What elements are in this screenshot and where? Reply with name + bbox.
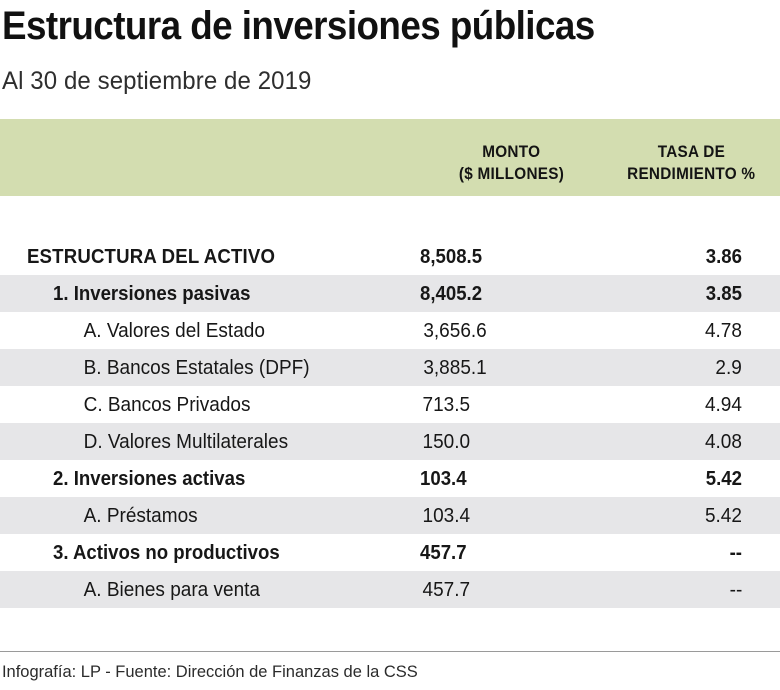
row-monto-cell: 457.7: [420, 534, 602, 571]
row-monto-cell: 713.5: [420, 386, 602, 423]
row-tasa-value: 4.94: [705, 393, 742, 416]
row-tasa-value: 5.42: [705, 504, 742, 527]
row-label: A. Préstamos: [83, 504, 198, 527]
footer: Infografía: LP - Fuente: Dirección de Fi…: [0, 651, 780, 690]
row-tasa-cell: --: [602, 571, 780, 608]
row-label: A. Bienes para venta: [83, 578, 261, 601]
row-tasa-cell: 4.94: [602, 386, 780, 423]
row-label: 1. Inversiones pasivas: [53, 282, 251, 305]
row-monto-value: 3,656.6: [423, 319, 487, 342]
column-header-tasa-line2: RENDIMIENTO %: [626, 164, 756, 183]
row-tasa-cell: 3.86: [602, 238, 780, 275]
footer-divider: [0, 651, 780, 652]
row-monto-cell: 8,405.2: [420, 275, 602, 312]
row-monto-cell: 3,885.1: [420, 349, 602, 386]
row-label: 2. Inversiones activas: [53, 467, 246, 490]
row-tasa-value: 3.85: [705, 282, 742, 305]
investments-table: MONTO ($ MILLONES) TASA DE RENDIMIENTO %: [0, 119, 780, 608]
column-header-tasa-line1: TASA DE: [657, 142, 725, 161]
row-tasa-value: --: [729, 541, 742, 564]
row-tasa-cell: 3.85: [602, 275, 780, 312]
column-header-monto-line1: MONTO: [481, 142, 541, 161]
row-monto-cell: 8,508.5: [420, 238, 602, 275]
row-monto-cell: 3,656.6: [420, 312, 602, 349]
row-tasa-cell: 5.42: [602, 497, 780, 534]
table-row: ESTRUCTURA DEL ACTIVO 8,508.5 3.86: [0, 238, 780, 275]
row-monto-value: 713.5: [422, 393, 471, 416]
row-label: A. Valores del Estado: [83, 319, 265, 342]
row-tasa-value: 3.86: [705, 245, 742, 268]
row-monto-value: 457.7: [422, 578, 471, 601]
row-label-cell: D. Valores Multilaterales: [0, 423, 420, 460]
row-label: B. Bancos Estatales (DPF): [83, 356, 310, 379]
row-label-cell: C. Bancos Privados: [0, 386, 420, 423]
row-label-cell: B. Bancos Estatales (DPF): [0, 349, 420, 386]
page-subtitle: Al 30 de septiembre de 2019: [2, 67, 312, 95]
table-row: 1. Inversiones pasivas 8,405.2 3.85: [0, 275, 780, 312]
table-row: 2. Inversiones activas 103.4 5.42: [0, 460, 780, 497]
row-tasa-cell: 2.9: [602, 349, 780, 386]
row-tasa-value: 5.42: [705, 467, 742, 490]
table-row: D. Valores Multilaterales 150.0 4.08: [0, 423, 780, 460]
table-row: A. Préstamos 103.4 5.42: [0, 497, 780, 534]
table-row: B. Bancos Estatales (DPF) 3,885.1 2.9: [0, 349, 780, 386]
table-body: ESTRUCTURA DEL ACTIVO 8,508.5 3.86 1. In…: [0, 196, 780, 608]
row-monto-value: 3,885.1: [423, 356, 487, 379]
column-header-monto: MONTO ($ MILLONES): [420, 119, 602, 196]
table-row: 3. Activos no productivos 457.7 --: [0, 534, 780, 571]
row-label-cell: 2. Inversiones activas: [0, 460, 420, 497]
row-label: C. Bancos Privados: [83, 393, 251, 416]
row-tasa-cell: 4.78: [602, 312, 780, 349]
table-header-row: MONTO ($ MILLONES) TASA DE RENDIMIENTO %: [0, 119, 780, 196]
row-tasa-cell: 5.42: [602, 460, 780, 497]
table-header: MONTO ($ MILLONES) TASA DE RENDIMIENTO %: [0, 119, 780, 196]
table-row: C. Bancos Privados 713.5 4.94: [0, 386, 780, 423]
row-label-cell: 3. Activos no productivos: [0, 534, 420, 571]
row-monto-cell: 103.4: [420, 497, 602, 534]
row-label-cell: A. Valores del Estado: [0, 312, 420, 349]
column-header-monto-line2: ($ MILLONES): [458, 164, 564, 183]
row-label: ESTRUCTURA DEL ACTIVO: [26, 245, 276, 268]
row-monto-cell: 150.0: [420, 423, 602, 460]
footer-credit: Infografía: LP - Fuente: Dirección de Fi…: [1, 662, 418, 681]
column-header-label: [0, 119, 420, 196]
header-block: Estructura de inversiones públicas Al 30…: [0, 0, 780, 95]
row-monto-value: 150.0: [422, 430, 471, 453]
row-label: 3. Activos no productivos: [53, 541, 280, 564]
row-tasa-cell: --: [602, 534, 780, 571]
row-label-cell: 1. Inversiones pasivas: [0, 275, 420, 312]
row-tasa-value: 2.9: [715, 356, 742, 379]
table-spacer-row: [0, 196, 780, 238]
page-title: Estructura de inversiones públicas: [2, 4, 595, 48]
row-tasa-value: --: [729, 578, 742, 601]
row-monto-cell: 457.7: [420, 571, 602, 608]
table-row: A. Bienes para venta 457.7 --: [0, 571, 780, 608]
row-label: D. Valores Multilaterales: [83, 430, 289, 453]
column-header-tasa: TASA DE RENDIMIENTO %: [602, 119, 780, 196]
row-label-cell: A. Préstamos: [0, 497, 420, 534]
row-monto-value: 103.4: [422, 504, 471, 527]
row-label-cell: ESTRUCTURA DEL ACTIVO: [0, 238, 420, 275]
table-row: A. Valores del Estado 3,656.6 4.78: [0, 312, 780, 349]
row-monto-cell: 103.4: [420, 460, 602, 497]
row-tasa-value: 4.08: [705, 430, 742, 453]
row-label-cell: A. Bienes para venta: [0, 571, 420, 608]
row-tasa-value: 4.78: [705, 319, 742, 342]
row-tasa-cell: 4.08: [602, 423, 780, 460]
